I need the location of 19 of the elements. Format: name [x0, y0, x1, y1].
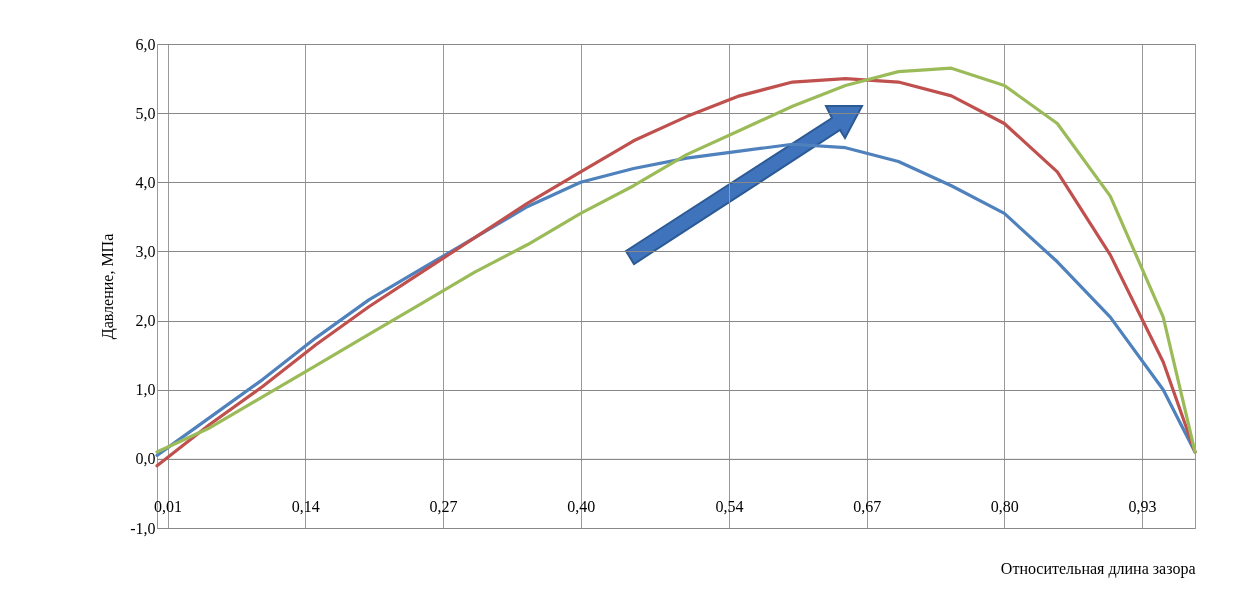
x-tick-label: 0,93 — [1128, 498, 1157, 516]
y-tick-label: 4,0 — [135, 173, 156, 191]
x-axis-title: Относительная длина зазора — [1000, 560, 1196, 579]
x-tick-label: 0,14 — [291, 498, 320, 516]
y-tick-label: -1,0 — [130, 519, 156, 537]
x-tick-label: 0,27 — [429, 498, 458, 516]
y-tick-label: 6,0 — [135, 35, 156, 53]
x-tick-label: 0,80 — [990, 498, 1019, 516]
line-series — [155, 142, 1197, 457]
y-axis-title: Давление, МПа — [99, 233, 118, 340]
x-tick-label: 0,67 — [853, 498, 882, 516]
x-tick-label: 0,54 — [715, 498, 744, 516]
x-tick-label: 0,01 — [154, 498, 183, 516]
y-tick-label: 0,0 — [135, 450, 156, 468]
y-tick-label: 2,0 — [135, 312, 156, 330]
y-tick-label: 3,0 — [135, 242, 156, 260]
y-tick-label: 1,0 — [135, 381, 156, 399]
x-tick-label: 0,40 — [567, 498, 596, 516]
y-tick-label: 5,0 — [135, 104, 156, 122]
